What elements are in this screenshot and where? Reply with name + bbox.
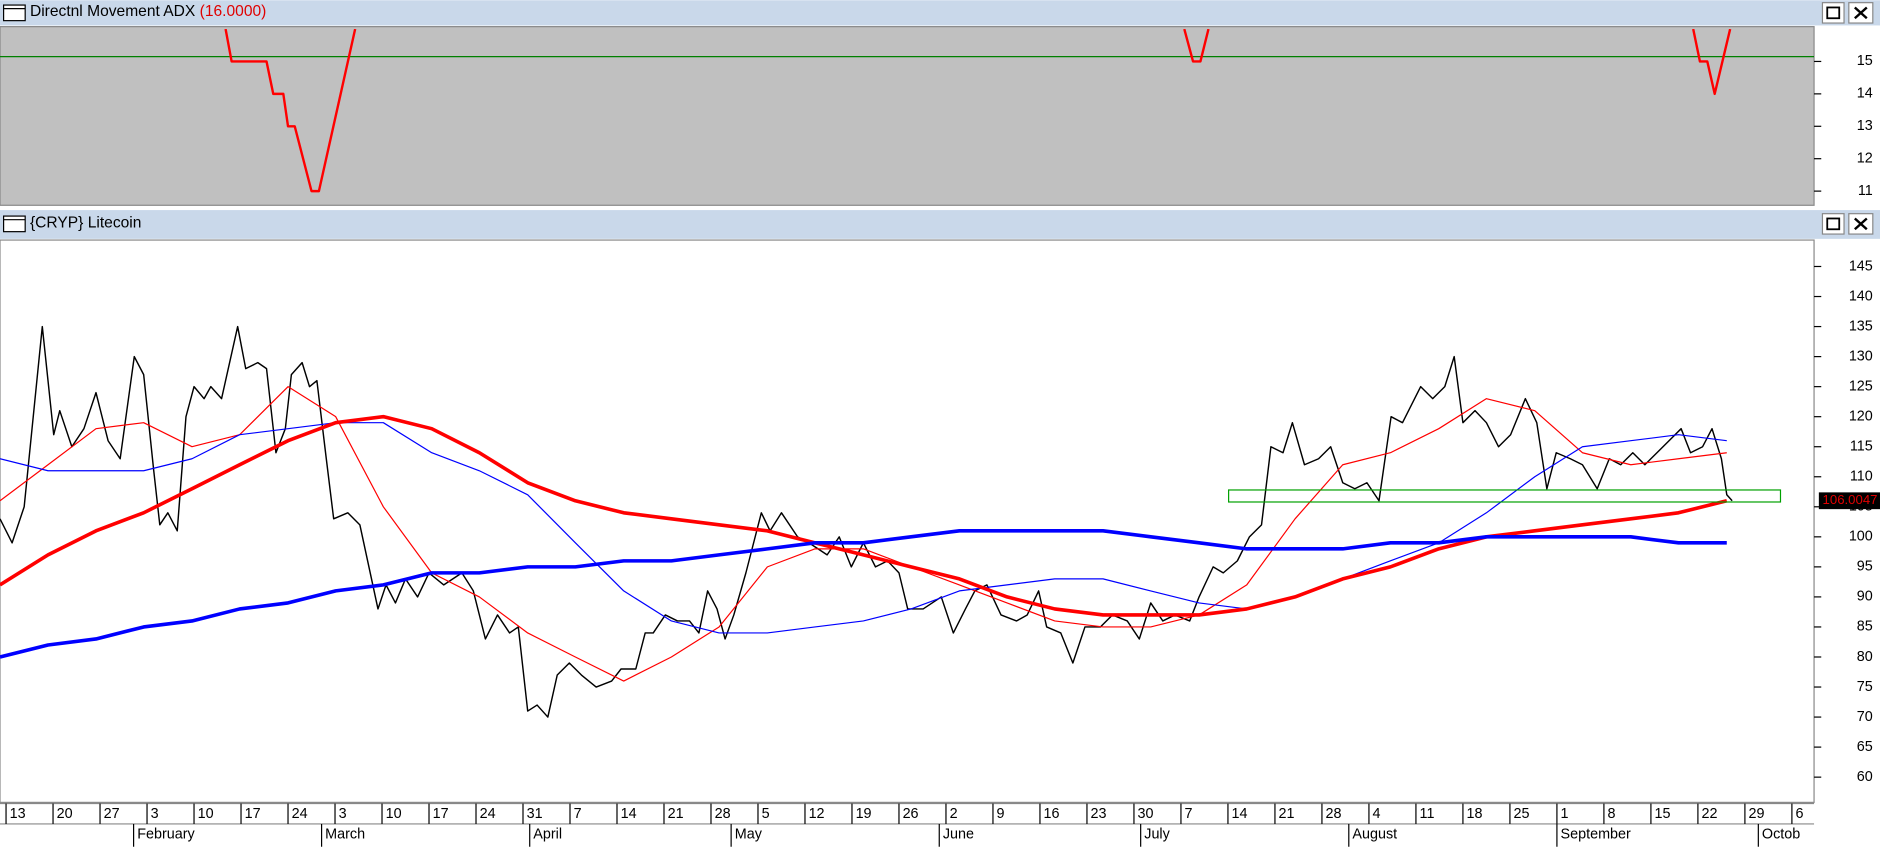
y-tick-label: 110 <box>1850 469 1873 485</box>
x-tick-label: 14 <box>621 806 637 822</box>
x-tick-label: 2 <box>950 806 958 822</box>
window-icon <box>2 215 26 233</box>
maximize-button[interactable] <box>1821 2 1845 24</box>
x-tick-label: 29 <box>1749 806 1765 822</box>
x-tick-label: 21 <box>1279 806 1295 822</box>
x-tick-label: 14 <box>1232 806 1248 822</box>
x-tick-label: 6 <box>1795 806 1803 822</box>
x-tick-label: 16 <box>1044 806 1060 822</box>
axis-area <box>1815 26 1880 206</box>
series-line <box>224 29 1732 193</box>
x-tick-label: 3 <box>151 806 159 822</box>
y-tick-label: 14 <box>1857 86 1873 102</box>
panel-title: {CRYP} Litecoin <box>30 214 141 231</box>
month-label: April <box>533 827 562 843</box>
y-tick-label: 140 <box>1849 288 1873 304</box>
x-tick-label: 3 <box>339 806 347 822</box>
title-bar <box>0 210 1880 239</box>
y-tick-label: 100 <box>1849 529 1873 545</box>
y-tick-label: 15 <box>1857 53 1873 69</box>
x-tick-label: 13 <box>10 806 26 822</box>
x-tick-label: 11 <box>1420 806 1435 822</box>
month-label: March <box>325 827 365 843</box>
plot-layer <box>0 29 1815 193</box>
month-label: February <box>137 827 195 843</box>
plot-area <box>0 239 1815 803</box>
maximize-button[interactable] <box>1821 213 1845 235</box>
y-tick-label: 125 <box>1849 378 1873 394</box>
x-tick-label: 18 <box>1467 806 1483 822</box>
panel-title-text: Directnl Movement ADX <box>30 3 196 20</box>
month-label: July <box>1144 827 1170 843</box>
x-tick-label: 23 <box>1091 806 1107 822</box>
series-line <box>0 414 1728 617</box>
x-tick-label: 22 <box>1702 806 1718 822</box>
x-tick-label: 24 <box>480 806 496 822</box>
x-tick-label: 7 <box>1185 806 1193 822</box>
x-tick-label: 10 <box>198 806 214 822</box>
y-tick-label: 95 <box>1857 559 1873 575</box>
x-tick-label: 30 <box>1138 806 1154 822</box>
x-tick-label: 27 <box>104 806 120 822</box>
x-tick-label: 28 <box>1326 806 1342 822</box>
month-label: May <box>735 827 763 843</box>
month-label: September <box>1561 827 1632 843</box>
plot-area <box>0 26 1815 206</box>
x-tick-label: 28 <box>715 806 731 822</box>
y-tick-label: 120 <box>1849 408 1873 424</box>
x-tick-label: 4 <box>1373 806 1381 822</box>
x-tick-label: 8 <box>1608 806 1616 822</box>
y-tick-label: 130 <box>1849 348 1873 364</box>
y-tick-label: 65 <box>1857 739 1873 755</box>
y-tick-label: 60 <box>1857 769 1873 785</box>
close-button[interactable] <box>1848 2 1874 24</box>
x-tick-label: 10 <box>386 806 402 822</box>
x-tick-label: 17 <box>433 806 449 822</box>
y-tick-label: 11 <box>1858 183 1873 199</box>
y-tick-label: 12 <box>1857 151 1873 167</box>
y-tick-label: 70 <box>1857 709 1873 725</box>
x-tick-label: 5 <box>762 806 770 822</box>
x-tick-label: 7 <box>574 806 582 822</box>
x-tick-label: 20 <box>57 806 73 822</box>
x-tick-label: 15 <box>1655 806 1671 822</box>
zone <box>1228 489 1782 503</box>
x-tick-label: 31 <box>527 806 543 822</box>
y-tick-label: 115 <box>1850 439 1873 455</box>
x-tick-label: 12 <box>809 806 825 822</box>
y-tick-label: 13 <box>1857 118 1873 134</box>
month-label: June <box>943 827 974 843</box>
x-tick-label: 21 <box>668 806 684 822</box>
x-tick-label: 17 <box>245 806 261 822</box>
month-label: Octob <box>1762 827 1800 843</box>
y-tick-label: 80 <box>1857 649 1873 665</box>
y-tick-label: 85 <box>1857 619 1873 635</box>
x-tick-label: 25 <box>1514 806 1530 822</box>
title-bar <box>0 0 1880 26</box>
last-value-label: 106.0047 <box>1823 492 1878 507</box>
month-label: August <box>1352 827 1397 843</box>
x-tick-label: 19 <box>856 806 872 822</box>
last-value-box <box>1818 492 1880 510</box>
series-line <box>0 529 1727 659</box>
plot-layer <box>0 325 1733 718</box>
y-tick-label: 90 <box>1857 589 1873 605</box>
panel-title: Directnl Movement ADX (16.0000) <box>30 3 266 20</box>
current-value: (16.0000) <box>200 3 267 20</box>
x-tick-label: 1 <box>1561 806 1569 822</box>
y-tick-label: 145 <box>1849 258 1873 274</box>
x-tick-label: 9 <box>997 806 1005 822</box>
window-icon <box>2 4 26 22</box>
y-tick-label: 75 <box>1857 679 1873 695</box>
x-tick-label: 26 <box>903 806 919 822</box>
x-tick-label: 24 <box>292 806 308 822</box>
y-tick-label: 135 <box>1849 318 1873 334</box>
series-line <box>0 386 1727 682</box>
close-button[interactable] <box>1848 213 1874 235</box>
